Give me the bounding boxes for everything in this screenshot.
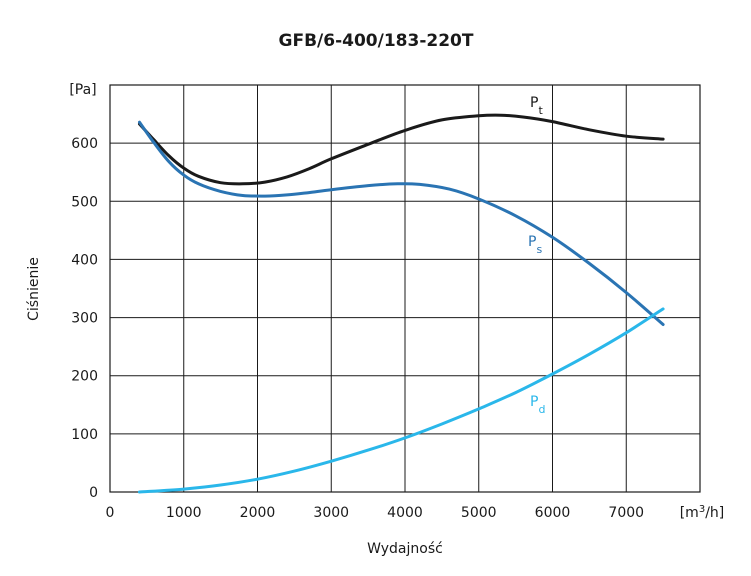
y-tick-label: 0 — [89, 485, 98, 501]
series-label-main: P — [530, 394, 538, 410]
x-unit-pre: [m — [680, 505, 699, 521]
series-line-ps — [138, 120, 665, 326]
x-unit-post: /h] — [705, 505, 724, 521]
x-tick-label: 6000 — [535, 505, 571, 521]
y-tick-label: 100 — [71, 427, 98, 443]
y-tick-label: 300 — [71, 311, 98, 327]
x-tick-label: 1000 — [166, 505, 202, 521]
series-label-main: P — [530, 95, 538, 111]
grid — [109, 84, 701, 493]
x-tick-label: 0 — [106, 505, 115, 521]
x-tick-label: 3000 — [313, 505, 349, 521]
series-label-pt: Pt — [530, 95, 543, 117]
series-line-pt — [138, 113, 665, 186]
y-tick-label: 200 — [71, 369, 98, 385]
x-unit-sup: 3 — [699, 504, 705, 515]
x-tick-label: 5000 — [461, 505, 497, 521]
y-axis-label: Ciśnienie — [26, 257, 42, 321]
y-tick-labels: 0 100 200 300 400 500 600 — [71, 136, 98, 501]
series-label-pd: Pd — [530, 394, 545, 416]
series-label-main: P — [528, 234, 536, 250]
x-tick-label: 7000 — [608, 505, 644, 521]
x-tick-label: 4000 — [387, 505, 423, 521]
series-label-sub: s — [536, 243, 542, 256]
x-tick-label: 2000 — [240, 505, 276, 521]
series-curves — [138, 113, 665, 494]
y-tick-label: 500 — [71, 194, 98, 210]
series-label-ps: Ps — [528, 234, 542, 256]
x-axis-label: Wydajność — [367, 541, 443, 557]
series-label-sub: t — [538, 104, 543, 117]
x-unit: [m3/h] — [680, 504, 725, 522]
y-tick-label: 600 — [71, 136, 98, 152]
series-label-sub: d — [538, 403, 545, 416]
y-unit: [Pa] — [69, 82, 96, 98]
y-tick-label: 400 — [71, 252, 98, 268]
chart-title: GFB/6-400/183-220T — [279, 31, 474, 51]
x-tick-labels: 0 1000 2000 3000 4000 5000 6000 7000 — [106, 505, 645, 521]
series-line-pd — [138, 307, 665, 494]
